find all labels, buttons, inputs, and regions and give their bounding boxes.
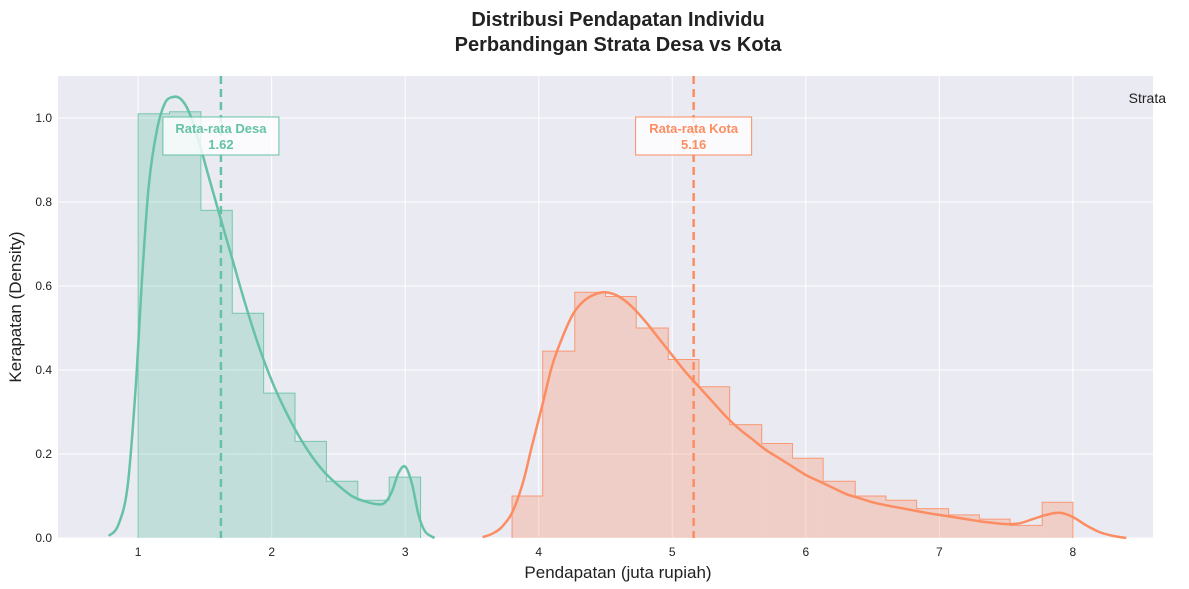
kota-bar-17 xyxy=(1042,502,1073,538)
x-tick-label-0: 1 xyxy=(135,545,142,559)
y-tick-label-1: 0.2 xyxy=(35,447,52,461)
y-tick-label-0: 0.0 xyxy=(35,531,52,545)
desa-bar-5 xyxy=(295,441,327,538)
desa-bar-7 xyxy=(357,500,390,538)
x-tick-label-6: 7 xyxy=(936,545,943,559)
desa-bar-outline xyxy=(137,111,422,538)
desa-mean-label: Rata-rata Desa xyxy=(175,121,267,136)
x-tick-label-5: 6 xyxy=(802,545,809,559)
x-tick-label-7: 8 xyxy=(1070,545,1077,559)
desa-bar-4 xyxy=(263,393,296,538)
kota-bar-2 xyxy=(574,292,606,538)
y-tick-label-2: 0.4 xyxy=(35,363,52,377)
desa-bar-2 xyxy=(200,210,233,538)
kota-mean-value: 5.16 xyxy=(681,137,706,152)
y-tick-label-5: 1.0 xyxy=(35,111,52,125)
y-tick-label-3: 0.6 xyxy=(35,279,52,293)
chart-title-line1: Distribusi Pendapatan Individu xyxy=(471,9,764,31)
desa-bar-3 xyxy=(232,313,264,538)
x-tick-label-2: 3 xyxy=(402,545,409,559)
x-axis-label: Pendapatan (juta rupiah) xyxy=(524,563,711,582)
desa-kde-line xyxy=(107,95,436,540)
kota-mean-annotation-box xyxy=(635,116,753,156)
kota-bar-4 xyxy=(636,328,669,538)
y-tick-label-4: 0.8 xyxy=(35,195,52,209)
kota-bar-3 xyxy=(605,296,637,538)
desa-bar-6 xyxy=(326,481,358,538)
kota-mean-label: Rata-rata Kota xyxy=(649,121,739,136)
desa-bar-1 xyxy=(169,111,201,538)
y-axis-label: Kerapatan (Density) xyxy=(6,231,25,382)
kota-bar-9 xyxy=(792,458,824,538)
kde-curves xyxy=(107,95,1127,540)
kota-bar-6 xyxy=(698,386,730,538)
x-tick-label-3: 4 xyxy=(535,545,542,559)
tick-labels: 1 2 3 4 5 6 7 8 0.0 0.2 0.4 0.6 0.8 1.0 xyxy=(35,111,1076,559)
histogram-bars xyxy=(137,111,1074,539)
chart-title-line2: Perbandingan Strata Desa vs Kota xyxy=(455,34,783,56)
kota-bar-8 xyxy=(761,443,793,538)
desa-bar-0 xyxy=(138,113,170,539)
desa-mean-annotation-box xyxy=(162,116,280,156)
grid xyxy=(58,76,1153,539)
x-tick-label-1: 2 xyxy=(268,545,275,559)
legend-title: Strata xyxy=(1129,90,1167,106)
desa-mean-value: 1.62 xyxy=(208,137,233,152)
kota-bar-16 xyxy=(1010,525,1043,538)
x-tick-label-4: 5 xyxy=(669,545,676,559)
kota-kde-line xyxy=(482,290,1127,540)
